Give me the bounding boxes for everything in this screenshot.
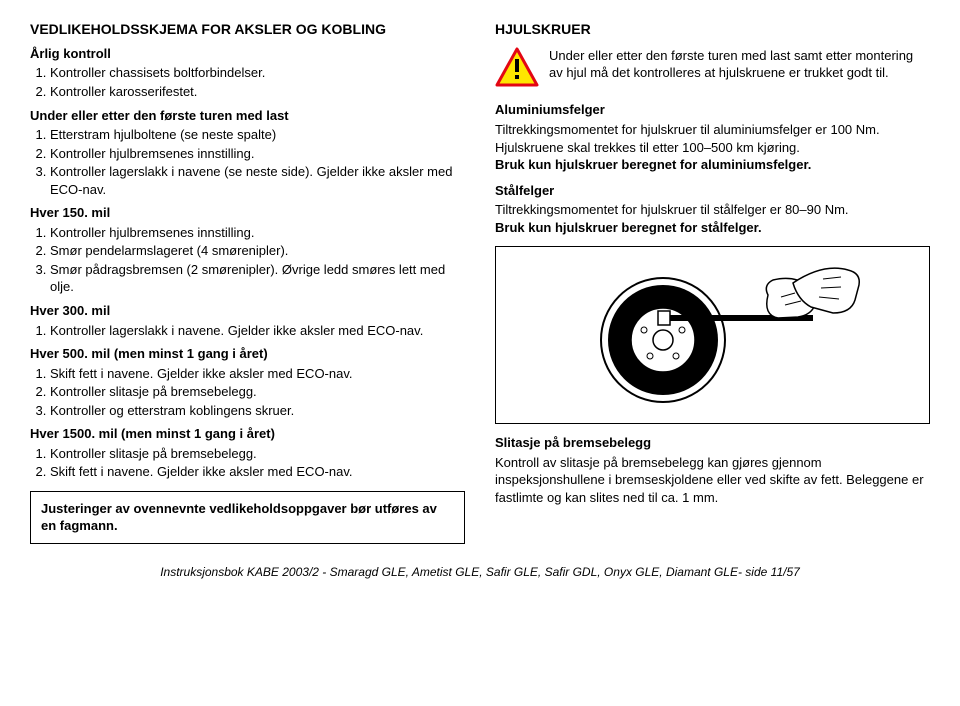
list-item: Kontroller hjulbremsenes innstilling. — [50, 224, 465, 242]
right-title: HJULSKRUER — [495, 20, 930, 39]
list-item: Kontroller og etterstram koblingens skru… — [50, 402, 465, 420]
list-item: Kontroller lagerslakk i navene. Gjelder … — [50, 322, 465, 340]
sec6-heading: Hver 1500. mil (men minst 1 gang i året) — [30, 425, 465, 443]
list-item: Smør pendelarmslageret (4 smørenipler). — [50, 242, 465, 260]
list-item: Kontroller karosserifestet. — [50, 83, 465, 101]
warning-text: Under eller etter den første turen med l… — [549, 47, 930, 82]
alu-paragraph-2: Bruk kun hjulskruer beregnet for alumini… — [495, 156, 930, 174]
wheel-illustration — [495, 246, 930, 424]
sec1-heading: Årlig kontroll — [30, 45, 465, 63]
list-item: Kontroller hjulbremsenes innstilling. — [50, 145, 465, 163]
wear-paragraph: Kontroll av slitasje på bremsebelegg kan… — [495, 454, 930, 507]
left-title: VEDLIKEHOLDSSKJEMA FOR AKSLER OG KOBLING — [30, 20, 465, 39]
note-box: Justeringer av ovennevnte vedlikeholdsop… — [30, 491, 465, 544]
wear-heading: Slitasje på bremsebelegg — [495, 434, 930, 452]
sec3-heading: Hver 150. mil — [30, 204, 465, 222]
steel-paragraph-1: Tiltrekkingsmomentet for hjulskruer til … — [495, 201, 930, 219]
steel-heading: Stålfelger — [495, 182, 930, 200]
page-footer: Instruksjonsbok KABE 2003/2 - Smaragd GL… — [30, 564, 930, 580]
list-item: Kontroller chassisets boltforbindelser. — [50, 64, 465, 82]
sec5-list: Skift fett i navene. Gjelder ikke aksler… — [30, 365, 465, 420]
list-item: Kontroller lagerslakk i navene (se neste… — [50, 163, 465, 198]
steel-paragraph-2: Bruk kun hjulskruer beregnet for stålfel… — [495, 219, 930, 237]
sec5-heading: Hver 500. mil (men minst 1 gang i året) — [30, 345, 465, 363]
sec4-list: Kontroller lagerslakk i navene. Gjelder … — [30, 322, 465, 340]
list-item: Etterstram hjulboltene (se neste spalte) — [50, 126, 465, 144]
sec1-list: Kontroller chassisets boltforbindelser. … — [30, 64, 465, 100]
list-item: Skift fett i navene. Gjelder ikke aksler… — [50, 365, 465, 383]
sec6-list: Kontroller slitasje på bremsebelegg. Ski… — [30, 445, 465, 481]
right-column: HJULSKRUER Under eller etter den første … — [495, 20, 930, 544]
list-item: Skift fett i navene. Gjelder ikke aksler… — [50, 463, 465, 481]
list-item: Smør pådragsbremsen (2 smørenipler). Øvr… — [50, 261, 465, 296]
warning-row: Under eller etter den første turen med l… — [495, 47, 930, 92]
warning-icon — [495, 47, 539, 92]
sec2-list: Etterstram hjulboltene (se neste spalte)… — [30, 126, 465, 198]
left-column: VEDLIKEHOLDSSKJEMA FOR AKSLER OG KOBLING… — [30, 20, 465, 544]
sec2-heading: Under eller etter den første turen med l… — [30, 107, 465, 125]
alu-heading: Aluminiumsfelger — [495, 101, 930, 119]
alu-paragraph-1: Tiltrekkingsmomentet for hjulskruer til … — [495, 121, 930, 156]
list-item: Kontroller slitasje på bremsebelegg. — [50, 445, 465, 463]
sec3-list: Kontroller hjulbremsenes innstilling. Sm… — [30, 224, 465, 296]
list-item: Kontroller slitasje på bremsebelegg. — [50, 383, 465, 401]
sec4-heading: Hver 300. mil — [30, 302, 465, 320]
